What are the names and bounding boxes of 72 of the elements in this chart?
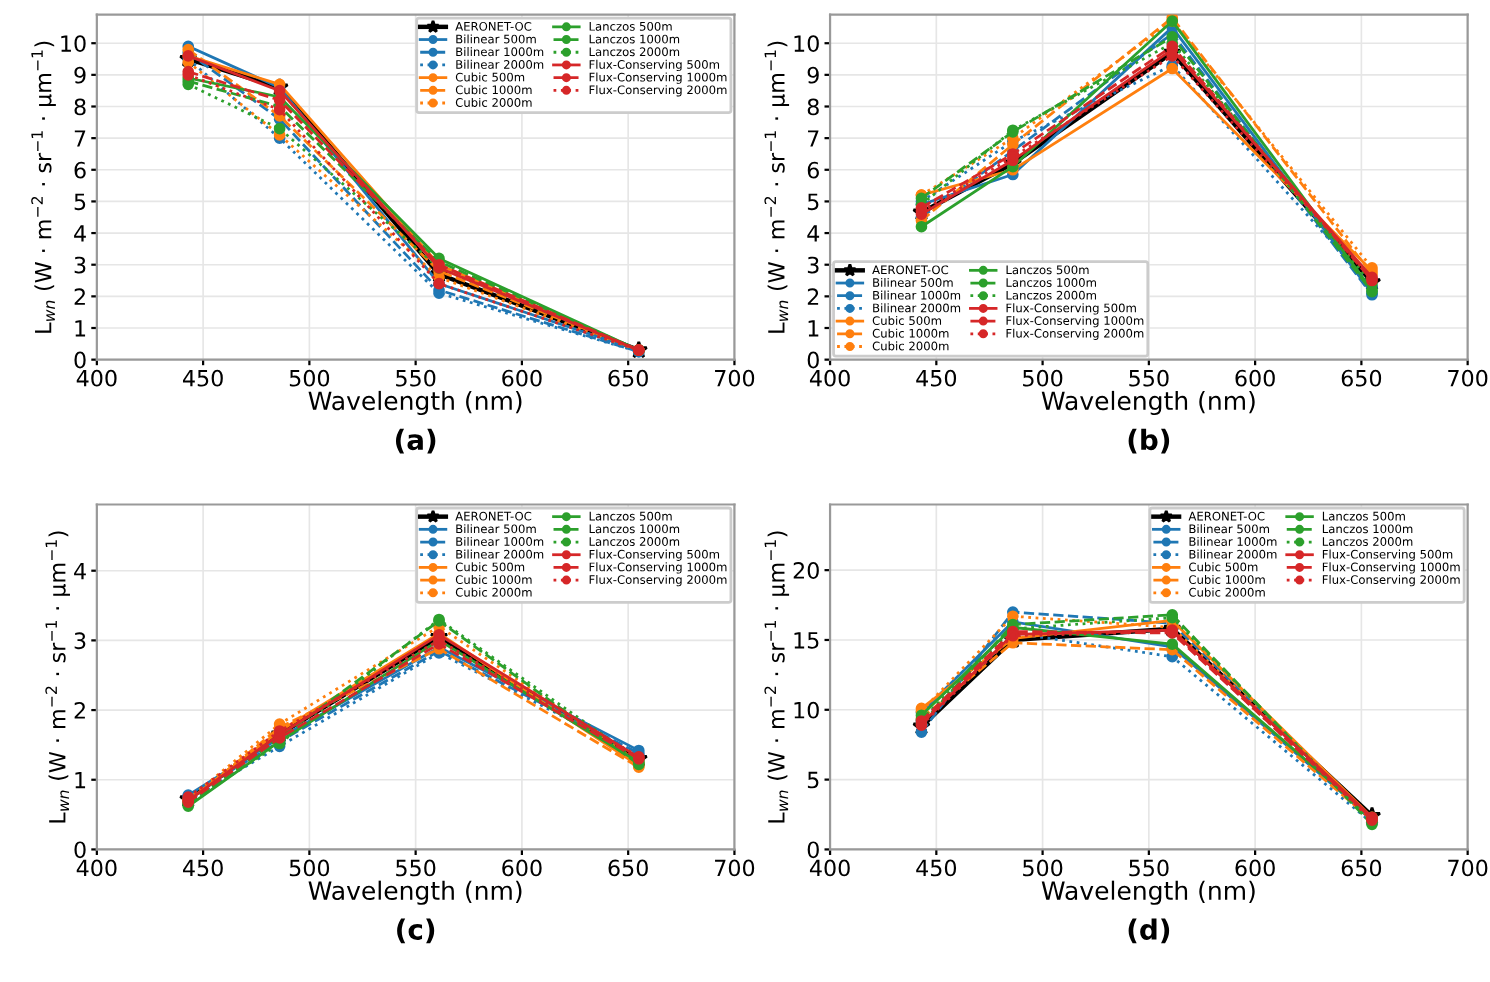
x-tick-label: 400 — [76, 859, 117, 877]
y-tick-label: 0 — [74, 351, 86, 369]
y-tick-label: 10 — [61, 35, 86, 52]
y-tick-label: 5 — [807, 771, 819, 789]
y-tick-label: 1 — [75, 320, 86, 337]
x-tick-label: 550 — [1129, 859, 1169, 877]
x-tick-label: 400 — [809, 369, 850, 387]
x-tick-label: 450 — [182, 369, 223, 387]
x-tick-label: 550 — [396, 859, 436, 877]
y-tick-label: 9 — [74, 66, 86, 84]
y-tick-label: 2 — [74, 702, 85, 719]
y-tick-label: 2 — [807, 288, 819, 305]
x-tick-label: 500 — [289, 369, 330, 387]
y-tick-label: 7 — [808, 130, 819, 147]
x-tick-label: 450 — [916, 859, 957, 877]
x-tick-label: 600 — [1235, 369, 1275, 387]
x-tick-label: 550 — [396, 369, 436, 387]
x-tick-label: 650 — [608, 859, 648, 877]
y-tick-label: 9 — [807, 66, 819, 84]
text: L$_{wn}$ (W · m$^{−2}$ · sr$^{−1}$ · μm$^{−1}$) — [764, 41, 790, 333]
x-tick-label: 400 — [76, 369, 117, 387]
x-tick-label: 650 — [608, 369, 648, 387]
y-tick-label: 8 — [74, 98, 86, 116]
x-tick-label: 650 — [1341, 369, 1382, 387]
x-tick-label: 700 — [715, 369, 755, 387]
y-tick-label: 5 — [74, 193, 86, 211]
text: L$_{wn}$ (W · m$^{−2}$ · sr$^{−1}$ · μm$^{−1}$) — [45, 531, 70, 823]
y-tick-label: 4 — [74, 225, 86, 242]
text: (b) — [1128, 428, 1170, 454]
x-tick-label: 400 — [809, 859, 850, 877]
x-tick-label: 600 — [502, 859, 542, 877]
y-tick-label: 4 — [807, 225, 820, 242]
text: (c) — [397, 918, 435, 944]
y-tick-label: 6 — [74, 161, 86, 179]
y-tick-label: 1 — [75, 771, 86, 789]
x-axis-title: Wavelength (nm) — [1041, 390, 1255, 416]
x-axis-title: Wavelength (nm) — [308, 880, 522, 905]
y-tick-label: 4 — [74, 562, 86, 580]
x-tick-label: 450 — [916, 369, 957, 387]
x-tick-label: 500 — [289, 859, 330, 877]
y-tick-label: 3 — [807, 256, 819, 274]
x-tick-label: 450 — [182, 859, 223, 877]
x-tick-label: 600 — [502, 369, 542, 387]
text: L$_{wn}$ (W · m$^{−2}$ · sr$^{−1}$ · μm$^{−1}$) — [31, 41, 56, 333]
y-tick-label: 0 — [807, 841, 819, 859]
x-tick-label: 700 — [1448, 859, 1488, 877]
text: L$_{wn}$ (W · m$^{−2}$ · sr$^{−1}$ · μm$^{−1}$) — [764, 531, 790, 823]
x-axis-title: Wavelength (nm) — [1041, 880, 1255, 905]
y-tick-label: 8 — [807, 98, 819, 116]
y-tick-label: 1 — [808, 320, 819, 337]
x-tick-label: 550 — [1129, 369, 1169, 387]
text: (a) — [395, 428, 436, 454]
y-tick-label: 10 — [794, 35, 819, 52]
x-tick-label: 700 — [1448, 369, 1488, 387]
x-tick-label: 650 — [1341, 859, 1382, 877]
y-tick-label: 3 — [74, 256, 86, 274]
y-tick-label: 20 — [793, 562, 819, 579]
x-tick-label: 500 — [1023, 369, 1063, 387]
y-tick-label: 7 — [74, 130, 86, 147]
x-tick-label: 500 — [1023, 859, 1063, 877]
y-tick-label: 2 — [74, 288, 85, 305]
text: (d) — [1128, 918, 1170, 944]
x-tick-label: 700 — [715, 859, 755, 877]
y-tick-label: 3 — [74, 632, 86, 650]
x-axis-title: Wavelength (nm) — [308, 390, 522, 416]
y-tick-label: 0 — [807, 351, 819, 369]
y-tick-label: 10 — [794, 701, 819, 719]
y-tick-label: 0 — [74, 841, 86, 859]
x-tick-label: 600 — [1235, 859, 1275, 877]
y-tick-label: 15 — [794, 632, 819, 649]
y-tick-label: 5 — [807, 193, 819, 211]
y-tick-label: 6 — [807, 161, 819, 179]
